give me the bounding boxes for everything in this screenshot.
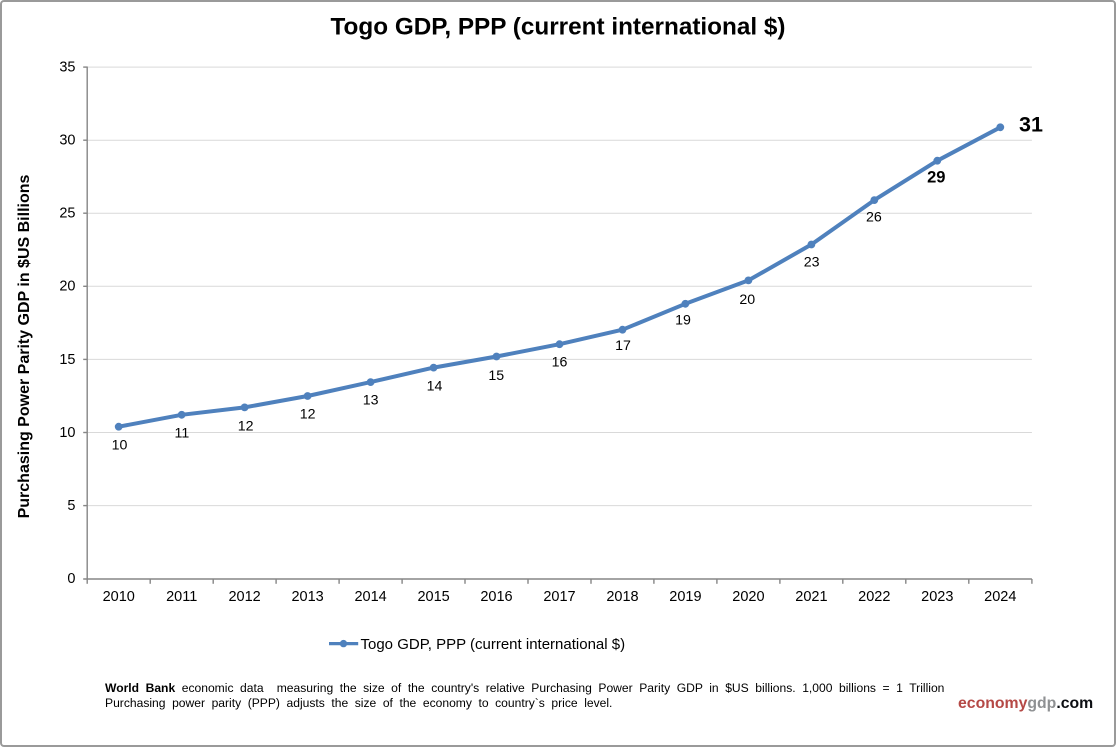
svg-text:2024: 2024 [984, 589, 1016, 605]
svg-text:25: 25 [59, 206, 75, 222]
svg-text:20: 20 [59, 279, 75, 295]
svg-text:2019: 2019 [669, 589, 701, 605]
svg-text:11: 11 [175, 425, 190, 441]
svg-text:31: 31 [1019, 113, 1043, 137]
svg-text:2013: 2013 [291, 589, 323, 605]
svg-text:35: 35 [59, 60, 75, 76]
svg-text:26: 26 [866, 210, 882, 226]
svg-text:2014: 2014 [354, 589, 386, 605]
svg-text:10: 10 [59, 425, 75, 441]
svg-text:20: 20 [739, 292, 755, 308]
svg-text:Purchasing Power Parity GDP in: Purchasing Power Parity GDP in $US Billi… [16, 175, 33, 519]
svg-text:2011: 2011 [166, 589, 197, 605]
svg-text:2016: 2016 [480, 589, 512, 605]
svg-text:2018: 2018 [606, 589, 638, 605]
svg-text:13: 13 [363, 393, 379, 409]
svg-text:19: 19 [675, 313, 691, 329]
svg-text:2021: 2021 [795, 589, 827, 605]
svg-text:10: 10 [112, 437, 128, 453]
svg-text:2023: 2023 [921, 589, 953, 605]
svg-text:23: 23 [804, 254, 820, 270]
svg-text:2017: 2017 [543, 589, 575, 605]
svg-text:29: 29 [927, 169, 945, 187]
svg-text:2010: 2010 [103, 589, 135, 605]
svg-text:15: 15 [59, 352, 75, 368]
svg-text:16: 16 [552, 355, 568, 371]
svg-text:2012: 2012 [228, 589, 260, 605]
svg-text:30: 30 [59, 133, 75, 149]
svg-text:12: 12 [238, 418, 254, 434]
svg-text:Togo GDP, PPP (current interna: Togo GDP, PPP (current international $) [361, 636, 626, 653]
svg-text:14: 14 [427, 379, 443, 395]
svg-text:Togo GDP, PPP (current interna: Togo GDP, PPP (current international $) [331, 13, 786, 40]
svg-text:5: 5 [67, 498, 75, 514]
svg-text:0: 0 [67, 571, 75, 587]
svg-text:17: 17 [615, 338, 631, 354]
svg-text:2020: 2020 [732, 589, 764, 605]
svg-text:12: 12 [300, 407, 316, 423]
svg-text:2022: 2022 [858, 589, 890, 605]
svg-text:15: 15 [488, 368, 504, 384]
svg-text:2015: 2015 [417, 589, 449, 605]
